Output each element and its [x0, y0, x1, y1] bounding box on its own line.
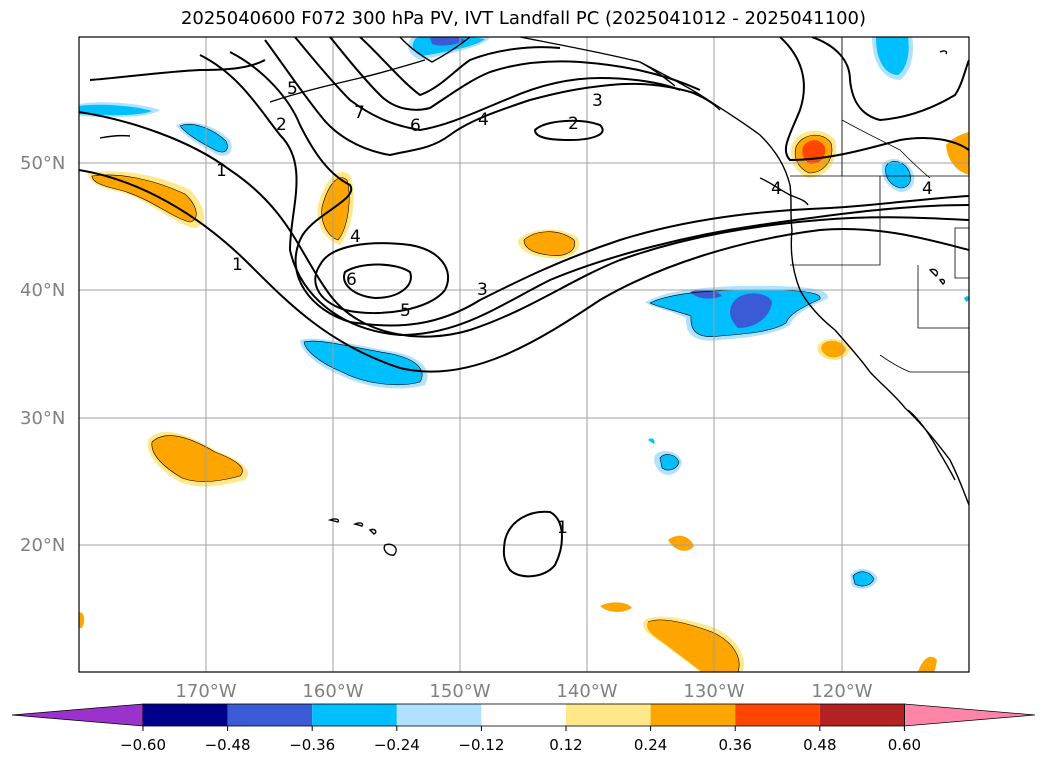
colorbar-tick-label: 0.60: [888, 736, 921, 754]
contour-label: 6: [346, 270, 357, 290]
contour-label: 4: [478, 110, 489, 130]
colorbar-bin: [735, 704, 820, 726]
political-borders: [790, 37, 969, 373]
colorbar-bin: [143, 704, 228, 726]
contour-label: 5: [287, 79, 298, 99]
contour-label: 5: [400, 301, 411, 321]
lon-label: 170°W: [175, 681, 236, 702]
colorbar-bin: [819, 704, 905, 726]
ivt-contours: [79, 37, 969, 578]
gridlines: [79, 37, 969, 672]
colorbar-bin: [566, 704, 651, 726]
contour-label: 1: [232, 255, 243, 275]
contour-label: 2: [568, 114, 579, 134]
contour-label: 4: [771, 179, 782, 199]
lon-label: 140°W: [556, 681, 617, 702]
contour-label: 4: [350, 227, 361, 247]
lat-label: 20°N: [20, 535, 65, 556]
colorbar-bin: [396, 704, 482, 726]
map-title: 2025040600 F072 300 hPa PV, IVT Landfall…: [180, 8, 867, 29]
contour-label: 3: [477, 280, 488, 300]
lon-label: 160°W: [302, 681, 363, 702]
lon-label: 130°W: [683, 681, 744, 702]
colorbar-bin: [227, 704, 313, 726]
colorbar-bin: [650, 704, 736, 726]
colorbar-tick-label: 0.24: [634, 736, 667, 754]
contour-label: 2: [276, 115, 287, 135]
lat-label: 50°N: [20, 153, 65, 174]
lat-label: 40°N: [20, 280, 65, 301]
map-frame: [78, 36, 970, 673]
colorbar-tick-label: 0.36: [718, 736, 751, 754]
colorbar-tick-label: 0.48: [803, 736, 836, 754]
colorbar-tick-label: −0.36: [289, 736, 335, 754]
contour-label: 7: [354, 103, 365, 123]
contour-label: 1: [216, 161, 227, 181]
lon-label: 150°W: [429, 681, 490, 702]
colorbar-tick-label: −0.12: [458, 736, 504, 754]
longitude-labels: 170°W 160°W 150°W 140°W 130°W 120°W: [175, 681, 872, 702]
colorbar-tick-label: −0.48: [205, 736, 251, 754]
colorbar: −0.60 −0.48 −0.36 −0.24 −0.12 0.12 0.24 0.36 0.4…: [11, 703, 1036, 754]
colorbar-tick-label: 0.12: [549, 736, 582, 754]
contour-label-group: 1 2 3 4 5 6 7 2 3 4 1 4 5 6 1 4: [216, 79, 933, 538]
contour-label: 4: [922, 179, 933, 199]
latitude-labels: 50°N 40°N 30°N 20°N: [20, 153, 65, 556]
colorbar-tick-label: −0.24: [374, 736, 420, 754]
contour-label: 3: [592, 91, 603, 111]
colorbar-border: [142, 703, 905, 727]
colorbar-extend-min: [11, 703, 144, 727]
colorbar-extend-max: [904, 703, 1036, 727]
lat-label: 30°N: [20, 408, 65, 429]
contour-label: 6: [410, 116, 421, 136]
colorbar-tick-label: −0.60: [120, 736, 166, 754]
contour-label: 1: [557, 518, 568, 538]
colorbar-bin: [481, 704, 566, 726]
lon-label: 120°W: [811, 681, 872, 702]
pv-anomaly-shading: [79, 37, 969, 672]
colorbar-bin: [312, 704, 397, 726]
